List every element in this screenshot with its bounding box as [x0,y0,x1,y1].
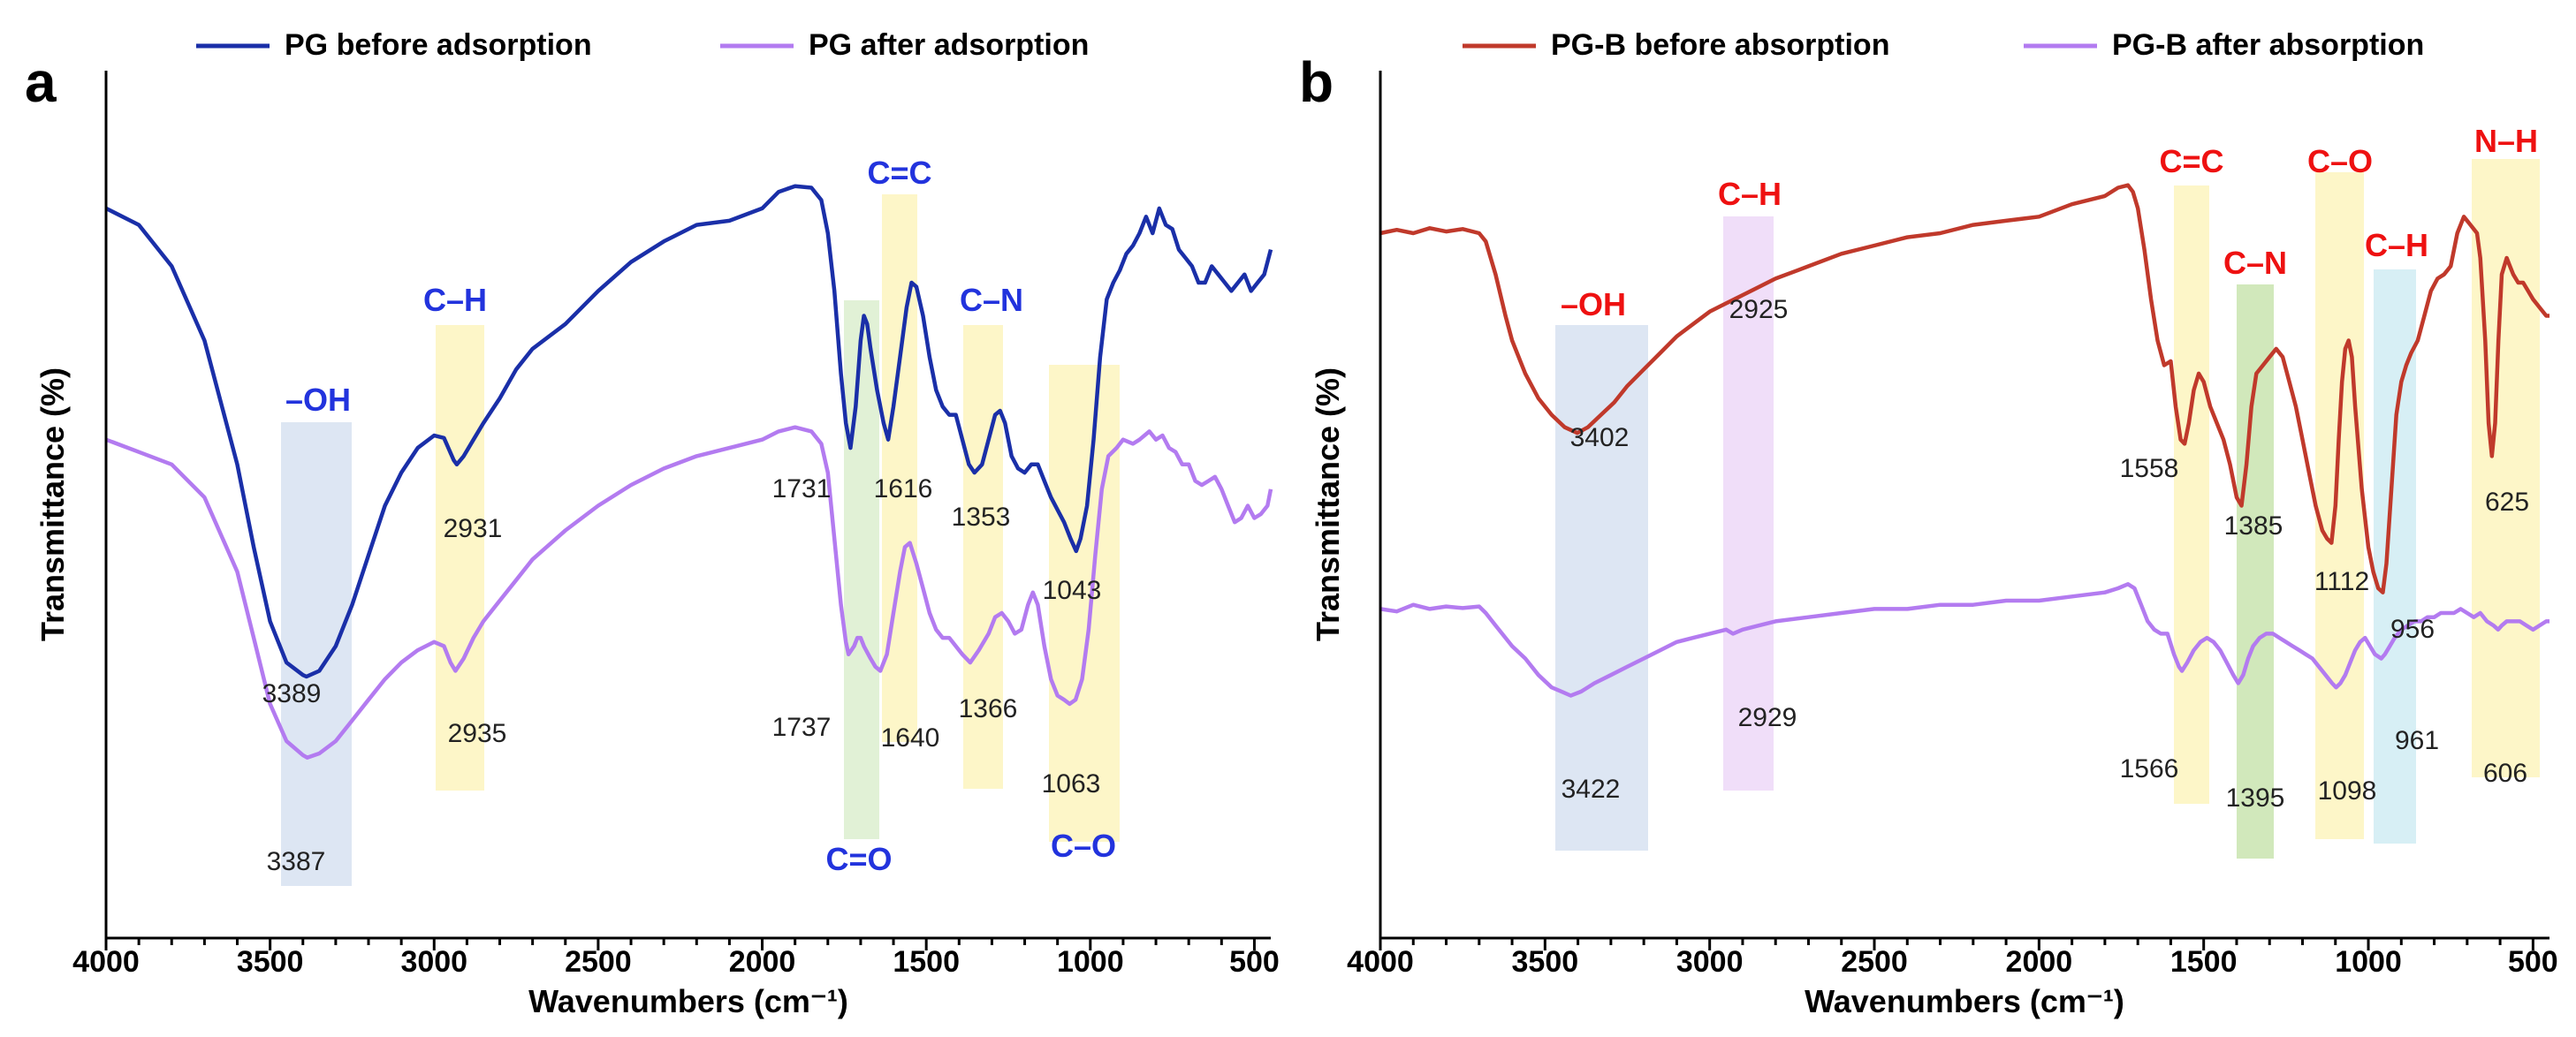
panel-a: a PG before adsorption PG after adsorpti… [25,28,1280,1019]
peak-label: 1731 [772,474,832,503]
band-ch-2 [2374,269,2416,844]
x-tick-label: 3000 [1676,945,1744,979]
legend-label-pgb-after: PG-B after absorption [2112,28,2424,62]
band-label-cc: C=C [2159,143,2223,179]
band-label-co: C–O [2307,143,2373,179]
highlight-bands [281,194,1120,886]
band-label-ch: C–H [423,282,487,318]
x-tick-label: 4000 [1347,945,1414,979]
band-labels: –OH C–H C=O C=C C–N C–O [285,155,1116,877]
band-cn [963,325,1003,789]
peak-label: 1043 [1043,576,1102,605]
x-tick-label: 3000 [400,945,467,979]
x-tick-label: 4000 [72,945,140,979]
peak-labels: 3402 3422 2925 2929 1558 1566 1385 1395 … [1562,295,2529,813]
peak-label: 3387 [267,847,326,876]
peak-label: 1566 [2120,754,2179,783]
peak-label: 625 [2485,488,2529,517]
legend: PG-B before absorption PG-B after absorp… [1463,28,2424,62]
x-tick-label: 1000 [2335,945,2402,979]
x-tick-label: 1000 [1057,945,1124,979]
legend-label-pg-after: PG after adsorption [809,28,1089,62]
x-tick-label: 3500 [1512,945,1579,979]
peak-label: 1112 [2314,567,2369,596]
x-tick-label: 3500 [237,945,304,979]
peak-label: 956 [2390,615,2435,644]
peak-label: 1098 [2318,776,2377,806]
peak-label: 1366 [959,694,1018,723]
band-ch [1723,216,1774,791]
series-line-pg-after [105,425,1273,760]
y-axis-label: Transmittance (%) [1310,367,1346,641]
peak-label: 1385 [2224,511,2283,541]
peak-label: 1063 [1042,769,1101,799]
band-label-cc: C=C [867,155,931,191]
band-co [2315,172,2364,839]
x-tick-label: 500 [1229,945,1280,979]
highlight-bands [1555,159,2540,859]
peak-label: 1558 [2120,454,2179,483]
band-cn [2237,284,2274,859]
x-tick-label: 2000 [2006,945,2073,979]
series-line-pgb-before [1379,183,2549,594]
band-label-ch-2: C–H [2365,227,2428,263]
x-tick-label: 2500 [1841,945,1908,979]
panel-b: b PG-B before absorption PG-B after abso… [1299,28,2558,1019]
x-tick-label: 1500 [2170,945,2238,979]
band-labels: –OH C–H C=C C–N C–O C–H N–H [1561,123,2538,322]
band-label-oh: –OH [285,382,351,418]
band-cc [2174,185,2209,804]
band-co-double [844,300,879,839]
peak-label: 1640 [881,723,940,753]
series-line-pg-before [104,184,1273,679]
band-label-ch: C–H [1718,176,1782,212]
band-cc [882,194,917,742]
band-label-co-double: C=O [825,841,892,877]
peak-label: 3389 [262,679,322,708]
peak-label: 3402 [1570,423,1630,452]
panel-label: a [25,50,57,114]
peak-label: 3422 [1562,775,1621,804]
x-axis-label: Wavenumbers (cm⁻¹) [528,983,848,1019]
peak-label: 2935 [448,719,507,748]
band-co-single [1049,365,1120,842]
legend-label-pg-before: PG before adsorption [285,28,592,62]
x-axis-label: Wavenumbers (cm⁻¹) [1805,983,2124,1019]
legend-label-pgb-before: PG-B before absorption [1551,28,1889,62]
panel-label: b [1299,50,1334,114]
x-tick-label: 1500 [893,945,960,979]
x-tick-label: 500 [2508,945,2558,979]
peak-label: 1616 [874,474,933,503]
legend: PG before adsorption PG after adsorption [196,28,1089,62]
peak-label: 2925 [1729,295,1789,324]
peak-label: 1737 [772,713,832,742]
band-nh [2472,159,2540,777]
x-ticks: 4000 3500 3000 2500 2000 1500 1000 500 [72,938,1280,979]
band-oh [281,422,352,886]
peak-label: 606 [2483,759,2527,788]
series-line-pgb-after [1379,582,2549,698]
peak-label: 2929 [1738,703,1797,732]
x-tick-label: 2500 [565,945,632,979]
band-ch [436,325,484,791]
peak-label: 961 [2395,726,2439,755]
y-axis-label: Transmittance (%) [34,367,71,641]
band-label-cn: C–N [960,282,1023,318]
band-label-co-single: C–O [1051,828,1116,864]
peak-label: 1395 [2226,783,2285,813]
band-oh [1555,325,1648,851]
peak-labels: 3389 3387 2931 2935 1731 1737 1616 1640 … [262,474,1102,876]
peak-label: 2931 [444,514,503,543]
band-label-cn: C–N [2223,245,2287,281]
x-ticks: 4000 3500 3000 2500 2000 1500 1000 500 [1347,938,2558,979]
peak-label: 1353 [952,503,1011,532]
band-label-nh: N–H [2474,123,2538,159]
x-tick-label: 2000 [729,945,796,979]
band-label-oh: –OH [1561,286,1626,322]
